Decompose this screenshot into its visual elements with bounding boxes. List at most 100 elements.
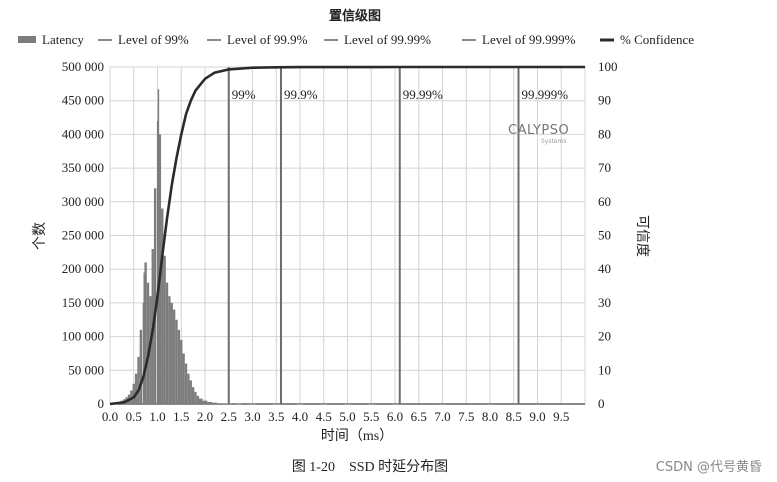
latency-bar	[368, 403, 375, 405]
x-tick-labels: 0.0 0.5 1.0 1.5 2.0 2.5 3.0 3.5 4.0 4.5 5.0 5.5 6.0 6…	[102, 409, 570, 424]
x-tick-label: 9.0	[529, 409, 545, 424]
latency-bar	[139, 329, 143, 404]
x-tick-label: 0.5	[126, 409, 142, 424]
latency-bar	[177, 329, 181, 404]
x-tick-label: 7.0	[434, 409, 450, 424]
y-right-tick-label: 30	[598, 295, 611, 310]
latency-bar	[202, 400, 208, 404]
y-right-tick-label: 0	[598, 396, 605, 411]
credit-watermark: CSDN @代号黄昏	[656, 460, 762, 475]
y-left-tick-label: 500 000	[62, 59, 104, 74]
y-left-tick-label: 50 000	[68, 362, 104, 377]
figure-caption: 图 1-20 SSD 时延分布图	[292, 459, 448, 475]
x-axis-label: 时间（ms）	[321, 428, 393, 444]
logo-text: CALYPSO	[508, 123, 569, 138]
legend-label: Latency	[42, 32, 84, 47]
x-tick-label: 2.5	[221, 409, 237, 424]
latency-bar	[189, 380, 192, 404]
x-tick-label: 6.5	[411, 409, 427, 424]
latency-bar	[146, 282, 150, 404]
latency-bar	[172, 309, 176, 404]
y-left-tick-labels: 0 50 000 100 000 150 000 200 000 250 000 300 0…	[62, 59, 104, 411]
y-right-tick-label: 100	[598, 59, 618, 74]
y-left-tick-label: 150 000	[62, 295, 104, 310]
latency-bar	[144, 262, 147, 404]
latency-bar	[191, 387, 195, 404]
y-left-tick-label: 0	[98, 396, 105, 411]
x-tick-label: 8.0	[482, 409, 498, 424]
latency-bar	[392, 403, 398, 405]
calypso-logo: CALYPSO Systems	[508, 123, 569, 145]
latency-bar	[156, 120, 159, 405]
x-tick-label: 1.0	[149, 409, 165, 424]
latency-bar	[161, 208, 164, 404]
latency-bar	[142, 302, 144, 404]
latency-bar	[439, 403, 446, 405]
latency-bar	[168, 296, 171, 404]
confidence-curve	[109, 65, 585, 406]
x-tick-label: 4.5	[316, 409, 332, 424]
x-tick-label: 7.5	[458, 409, 474, 424]
x-tick-label: 5.0	[339, 409, 355, 424]
x-tick-label: 0.0	[102, 409, 118, 424]
logo-subtext: Systems	[541, 138, 567, 145]
x-tick-label: 2.0	[197, 409, 213, 424]
latency-bar	[175, 319, 178, 404]
legend-label: Level of 99.9%	[227, 32, 308, 47]
latency-bar	[182, 353, 185, 404]
y-left-tick-label: 400 000	[62, 126, 104, 141]
y-right-tick-labels: 0 10 20 30 40 50 60 70 80 90 100	[598, 59, 618, 411]
y-left-tick-label: 250 000	[62, 228, 104, 243]
latency-bar	[297, 403, 303, 405]
legend-label: Level of 99%	[118, 32, 189, 47]
latency-bar	[163, 255, 166, 404]
latency-bar	[180, 339, 183, 404]
level-label: 99.999%	[522, 87, 569, 102]
y-left-tick-label: 450 000	[62, 93, 104, 108]
y-left-tick-label: 200 000	[62, 261, 104, 276]
x-tick-label: 1.5	[173, 409, 189, 424]
y-right-tick-label: 10	[598, 362, 611, 377]
x-tick-label: 6.0	[387, 409, 403, 424]
latency-bar	[235, 403, 242, 405]
y-right-tick-label: 90	[598, 93, 611, 108]
latency-bar	[249, 403, 256, 405]
level-label: 99.99%	[403, 87, 443, 102]
latency-bar	[273, 403, 280, 405]
latency-bar	[207, 401, 213, 404]
x-tick-label: 3.5	[268, 409, 284, 424]
y-right-tick-label: 80	[598, 126, 611, 141]
latency-bar	[184, 363, 188, 404]
x-tick-label: 5.5	[363, 409, 379, 424]
legend-swatch	[18, 36, 36, 43]
legend-label: % Confidence	[620, 32, 694, 47]
y-right-tick-label: 70	[598, 160, 611, 175]
y-left-axis-label: 个数	[32, 222, 48, 250]
x-tick-label: 4.0	[292, 409, 308, 424]
latency-bar	[187, 373, 190, 404]
latency-bar	[536, 403, 539, 405]
latency-bars	[113, 89, 539, 405]
chart-title: 置信级图	[329, 8, 381, 24]
legend-label: Level of 99.999%	[482, 32, 576, 47]
latency-bar	[137, 356, 140, 404]
latency-bar	[143, 272, 145, 404]
x-tick-label: 3.0	[244, 409, 260, 424]
latency-bar	[165, 282, 169, 404]
y-right-axis-label: 可信度	[634, 215, 650, 257]
latency-bar	[132, 383, 135, 404]
latency-bar	[194, 391, 197, 404]
level-label: 99%	[232, 87, 256, 102]
y-right-tick-label: 60	[598, 194, 611, 209]
y-left-tick-label: 300 000	[62, 194, 104, 209]
y-left-tick-label: 100 000	[62, 329, 104, 344]
latency-bar	[157, 89, 160, 404]
latency-bar	[344, 403, 351, 405]
legend-label: Level of 99.99%	[344, 32, 431, 47]
latency-bar	[197, 398, 203, 404]
latency-bar	[153, 188, 157, 404]
latency-bar	[320, 403, 327, 405]
latency-bar	[487, 403, 493, 405]
